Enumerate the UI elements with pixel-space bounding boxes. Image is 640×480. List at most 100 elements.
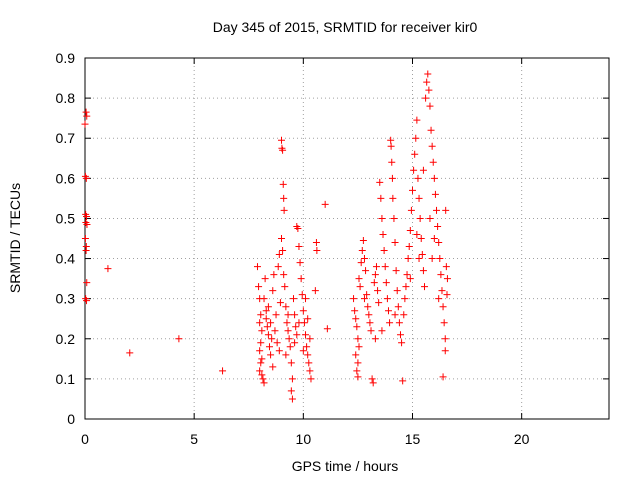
data-point (279, 247, 287, 255)
data-point (260, 295, 268, 303)
data-point (279, 146, 287, 154)
data-point (411, 150, 419, 158)
data-point (366, 319, 374, 327)
data-point (175, 335, 183, 343)
data-point (365, 311, 373, 319)
data-point (395, 319, 403, 327)
data-point (296, 259, 304, 267)
data-point (286, 343, 294, 351)
data-point (278, 136, 285, 144)
data-point (302, 295, 310, 303)
data-point (443, 291, 451, 299)
data-point (274, 263, 282, 271)
data-point (353, 367, 361, 375)
data-point (304, 315, 312, 323)
data-point (388, 158, 396, 166)
data-point (352, 315, 360, 323)
data-point (352, 351, 360, 359)
data-point (262, 307, 270, 315)
data-point (376, 178, 384, 186)
data-point (396, 331, 404, 339)
data-point (393, 287, 401, 295)
data-point (410, 166, 418, 174)
data-point (399, 377, 407, 385)
chart-title: Day 345 of 2015, SRMTID for receiver kir… (213, 19, 478, 35)
data-point (435, 295, 443, 303)
data-point (402, 283, 410, 291)
data-point (298, 291, 306, 299)
data-point (415, 255, 423, 263)
data-point (439, 373, 447, 381)
data-point (434, 222, 442, 230)
data-point (269, 287, 277, 295)
data-point (256, 319, 264, 327)
data-point (312, 239, 320, 247)
data-point (384, 307, 392, 315)
data-point (375, 299, 383, 307)
data-point (441, 335, 449, 343)
y-tick-label: 0.2 (56, 331, 76, 347)
data-point (428, 255, 436, 263)
data-point (414, 174, 422, 182)
data-point (378, 214, 386, 222)
data-point (280, 271, 288, 279)
data-point (430, 235, 438, 242)
data-point (426, 214, 434, 222)
data-point (436, 255, 444, 263)
data-point (356, 283, 364, 291)
grid (85, 58, 609, 419)
data-point (271, 327, 279, 335)
y-tick-label: 0.6 (56, 170, 76, 186)
data-point (306, 367, 314, 375)
data-point (311, 287, 319, 295)
data-point (83, 297, 91, 305)
data-point (287, 359, 295, 367)
data-point (263, 323, 271, 331)
data-point (417, 235, 425, 242)
x-tick-label: 0 (81, 431, 89, 447)
data-point (383, 295, 391, 303)
y-tick-label: 0.4 (56, 251, 76, 267)
data-point (419, 267, 427, 275)
data-point (363, 291, 371, 299)
data-point (299, 307, 307, 315)
data-point (360, 255, 368, 263)
y-axis-title: SRMTID / TECUs (7, 183, 23, 293)
y-tick-label: 0.9 (56, 50, 76, 66)
y-tick-label: 0.1 (56, 371, 76, 387)
data-point (273, 339, 281, 347)
data-point (258, 355, 266, 363)
data-point (257, 359, 265, 367)
data-point (435, 239, 443, 247)
data-point (422, 94, 430, 102)
data-point (388, 174, 396, 182)
data-points (81, 70, 451, 403)
data-point (276, 299, 284, 307)
data-point (389, 194, 397, 202)
data-point (284, 311, 292, 319)
y-tick-label: 0.3 (56, 291, 76, 307)
data-point (413, 230, 421, 238)
data-point (281, 283, 289, 291)
axis-ticks: 0 0.1 0.2 0.3 0.4 0.5 0.6 0.7 0.8 0.9 0 5 10 15 20 (56, 50, 609, 447)
data-point (354, 359, 362, 367)
data-point (367, 327, 375, 335)
data-point (261, 275, 269, 283)
data-point (371, 335, 379, 343)
data-point (275, 251, 283, 259)
data-point (391, 311, 399, 319)
data-point (430, 174, 438, 182)
data-point (303, 343, 311, 351)
data-point (362, 267, 370, 275)
data-point (288, 375, 296, 383)
data-point (81, 235, 89, 242)
data-point (280, 206, 288, 214)
data-point (297, 275, 305, 283)
data-point (82, 174, 90, 182)
data-point (83, 279, 91, 287)
data-point (269, 363, 277, 371)
data-point (429, 158, 437, 166)
data-point (304, 351, 312, 359)
data-point (285, 335, 293, 343)
